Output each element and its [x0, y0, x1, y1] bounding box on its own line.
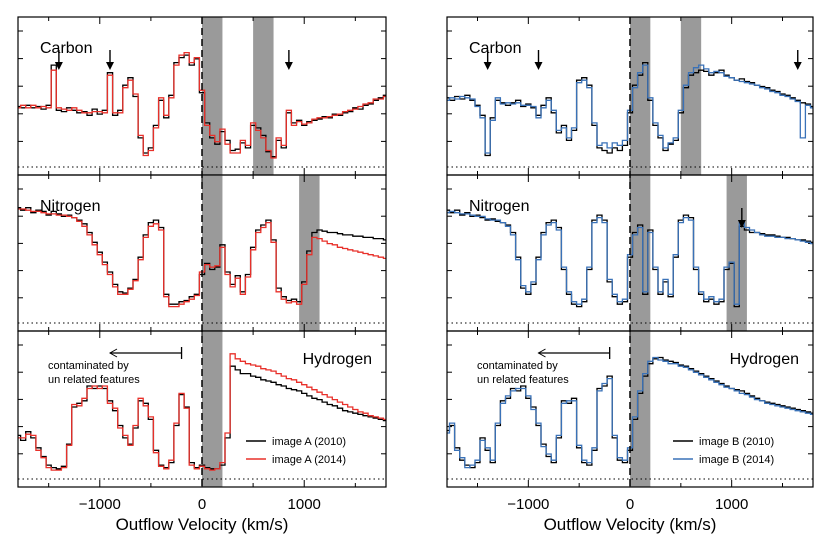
- series-line-image-a-2014-: [18, 353, 386, 471]
- arrow-marker-head: [483, 62, 492, 70]
- series-line-image-b-2010-: [447, 61, 813, 157]
- x-axis-title-left: Outflow Velocity (km/s): [116, 515, 289, 534]
- species-label: Carbon: [40, 40, 92, 57]
- left-panel: Carbon Nitrogen Hydrogen contaminated by un …: [17, 16, 387, 513]
- arrow-marker-head: [284, 62, 293, 70]
- x-tick-label: 1000: [715, 496, 748, 513]
- shaded-region: [630, 17, 651, 175]
- x-tick-label: −1000: [79, 496, 121, 513]
- species-label: Carbon: [469, 40, 521, 57]
- x-tick-label: −1000: [507, 496, 549, 513]
- shaded-region: [630, 331, 651, 487]
- shaded-region: [202, 175, 223, 331]
- subplot-nitrogen: Nitrogen: [17, 174, 387, 332]
- series-line-image-a-2014-: [18, 51, 386, 159]
- subplot-carbon: Carbon: [17, 16, 387, 176]
- species-label: Hydrogen: [730, 351, 799, 368]
- shaded-region: [202, 17, 223, 175]
- series-line-image-a-2010-: [18, 54, 386, 158]
- species-label: Nitrogen: [469, 198, 529, 215]
- x-tick-label: 1000: [288, 496, 321, 513]
- x-tick-label: 0: [626, 496, 634, 513]
- shaded-region: [202, 331, 223, 487]
- right-panel: Carbon Nitrogen Hydrogen contaminated by un …: [446, 16, 814, 513]
- series-line-image-b-2014-: [447, 356, 813, 469]
- legend-entry: image A (2010): [272, 436, 346, 448]
- series-line-image-b-2014-: [447, 64, 813, 154]
- contamination-note-line2: un related features: [477, 374, 569, 386]
- arrow-marker-head: [534, 62, 543, 70]
- arrow-marker-head: [54, 62, 63, 70]
- contamination-note-line1: contaminated by: [48, 360, 129, 372]
- shaded-region: [253, 17, 274, 175]
- legend-entry: image A (2014): [272, 454, 346, 466]
- subplot-hydrogen: Hydrogen: [17, 330, 387, 488]
- legend-entry: image B (2010): [699, 436, 774, 448]
- contamination-arrow-head: [537, 348, 546, 358]
- arrow-marker-head: [793, 62, 802, 70]
- arrow-marker-head: [106, 62, 114, 70]
- contamination-arrow-head: [108, 348, 118, 358]
- x-tick-label: 0: [198, 496, 206, 513]
- species-label: Nitrogen: [40, 198, 100, 215]
- species-label: Hydrogen: [303, 351, 372, 368]
- arrow-marker-head: [737, 220, 746, 228]
- contamination-note-line1: contaminated by: [477, 360, 558, 372]
- x-axis-title-right: Outflow Velocity (km/s): [544, 515, 717, 534]
- legend-entry: image B (2014): [699, 454, 774, 466]
- contamination-note-line2: un related features: [48, 374, 140, 386]
- shaded-region: [726, 175, 747, 331]
- series-line-image-a-2014-: [18, 208, 386, 308]
- shaded-region: [680, 17, 702, 175]
- shaded-region: [299, 175, 320, 331]
